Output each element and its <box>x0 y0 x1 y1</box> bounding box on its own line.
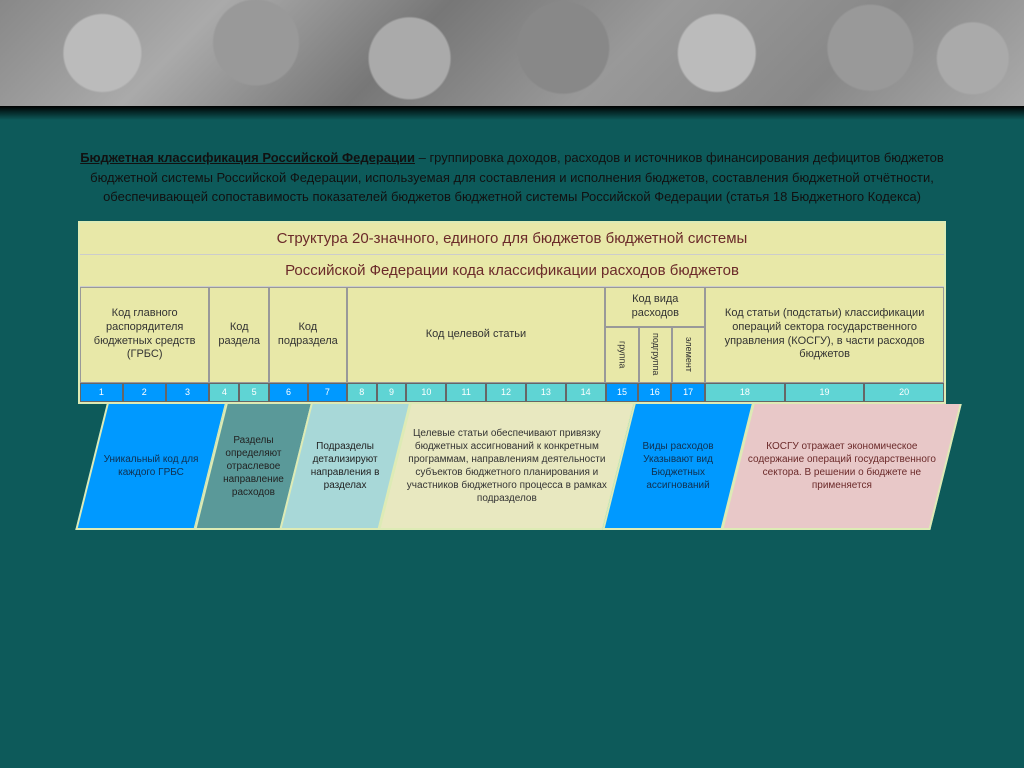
digit-cell: 2 <box>123 383 166 402</box>
header-cell: Код вида расходов <box>605 287 705 327</box>
desc-text: Подразделы детализируют направления в ра… <box>298 436 394 496</box>
desc-text: Целевые статьи обеспечивают привязку бюд… <box>396 423 617 509</box>
intro-text: Бюджетная классификация Российской Федер… <box>60 148 964 207</box>
desc-text: Виды расходов Указывают вид Бюджетных ас… <box>620 436 736 496</box>
header-row: Код главного распорядителя бюджетных сре… <box>80 287 944 383</box>
header-cell: Код статьи (подстатьи) классификации опе… <box>705 287 944 383</box>
table-title-1: Структура 20-значного, единого для бюдже… <box>80 223 944 255</box>
structure-table: Структура 20-значного, единого для бюдже… <box>78 221 946 404</box>
digit-cell: 11 <box>446 383 486 402</box>
coins-banner <box>0 0 1024 106</box>
digit-cell: 13 <box>526 383 566 402</box>
digit-cell: 7 <box>308 383 347 402</box>
header-cell: Код целевой статьи <box>347 287 606 383</box>
digit-cell: 6 <box>269 383 308 402</box>
table-title-2: Российской Федерации кода классификации … <box>80 255 944 287</box>
digit-cell: 1 <box>80 383 123 402</box>
digit-cell: 16 <box>638 383 671 402</box>
digit-cell: 4 <box>209 383 239 402</box>
kvr-sub: группа <box>605 327 638 383</box>
digit-cell: 10 <box>406 383 446 402</box>
digit-cell: 3 <box>166 383 210 402</box>
kvr-column: Код вида расходовгруппаподгруппаэлемент <box>605 287 705 383</box>
desc-text: Разделы определяют отраслевое направлени… <box>212 429 295 502</box>
desc-text: КОСГУ отражает экономическое содержание … <box>739 436 944 496</box>
kvr-sub: элемент <box>672 327 705 383</box>
intro-bold: Бюджетная классификация Российской Федер… <box>80 150 415 165</box>
digit-cell: 18 <box>705 383 785 402</box>
description-strip: Уникальный код для каждого ГРБСРазделы о… <box>78 404 946 530</box>
header-cell: Код подраздела <box>269 287 347 383</box>
digit-cell: 8 <box>347 383 377 402</box>
digit-cell: 9 <box>377 383 407 402</box>
digit-cell: 14 <box>566 383 606 402</box>
digit-row: 1234567891011121314151617181920 <box>80 383 944 402</box>
desc-cell: КОСГУ отражает экономическое содержание … <box>721 404 962 530</box>
desc-text: Уникальный код для каждого ГРБС <box>93 449 209 483</box>
header-cell: Код раздела <box>209 287 269 383</box>
desc-cell: Целевые статьи обеспечивают привязку бюд… <box>378 404 635 530</box>
digit-cell: 19 <box>785 383 865 402</box>
digit-cell: 5 <box>239 383 269 402</box>
digit-cell: 17 <box>671 383 705 402</box>
banner-shadow <box>0 106 1024 120</box>
digit-cell: 20 <box>864 383 944 402</box>
digit-cell: 15 <box>606 383 639 402</box>
digit-cell: 12 <box>486 383 526 402</box>
header-cell: Код главного распорядителя бюджетных сре… <box>80 287 209 383</box>
kvr-sub: подгруппа <box>639 327 672 383</box>
